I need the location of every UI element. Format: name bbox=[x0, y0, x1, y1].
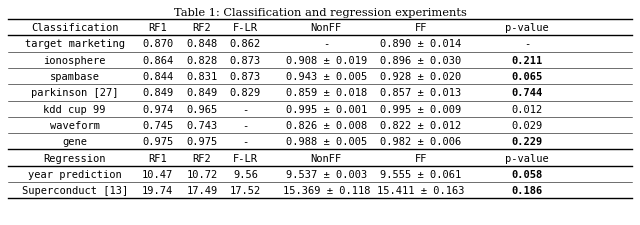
Text: 17.52: 17.52 bbox=[230, 185, 261, 195]
Text: 0.829: 0.829 bbox=[230, 88, 261, 98]
Text: p-value: p-value bbox=[505, 23, 549, 33]
Text: 0.873: 0.873 bbox=[230, 56, 261, 65]
Text: 0.211: 0.211 bbox=[511, 56, 543, 65]
Text: 0.974: 0.974 bbox=[142, 104, 173, 114]
Text: FF: FF bbox=[415, 23, 427, 33]
Text: 10.47: 10.47 bbox=[142, 169, 173, 179]
Text: ionosphere: ionosphere bbox=[44, 56, 106, 65]
Text: 0.857 ± 0.013: 0.857 ± 0.013 bbox=[380, 88, 461, 98]
Text: RF1: RF1 bbox=[148, 23, 167, 33]
Text: 0.870: 0.870 bbox=[142, 39, 173, 49]
Text: 0.995 ± 0.009: 0.995 ± 0.009 bbox=[380, 104, 461, 114]
Text: FF: FF bbox=[415, 153, 427, 163]
Text: NonFF: NonFF bbox=[311, 23, 342, 33]
Text: 0.988 ± 0.005: 0.988 ± 0.005 bbox=[285, 137, 367, 147]
Text: 0.862: 0.862 bbox=[230, 39, 261, 49]
Text: 0.229: 0.229 bbox=[511, 137, 543, 147]
Text: 0.186: 0.186 bbox=[511, 185, 543, 195]
Text: kdd cup 99: kdd cup 99 bbox=[44, 104, 106, 114]
Text: 0.849: 0.849 bbox=[142, 88, 173, 98]
Text: 0.928 ± 0.020: 0.928 ± 0.020 bbox=[380, 72, 461, 82]
Text: 0.896 ± 0.030: 0.896 ± 0.030 bbox=[380, 56, 461, 65]
Text: 0.065: 0.065 bbox=[511, 72, 543, 82]
Text: F-LR: F-LR bbox=[233, 23, 258, 33]
Text: 17.49: 17.49 bbox=[186, 185, 218, 195]
Text: 0.873: 0.873 bbox=[230, 72, 261, 82]
Text: 15.369 ± 0.118: 15.369 ± 0.118 bbox=[283, 185, 370, 195]
Text: 0.745: 0.745 bbox=[142, 120, 173, 130]
Text: 9.555 ± 0.061: 9.555 ± 0.061 bbox=[380, 169, 461, 179]
Text: -: - bbox=[243, 137, 248, 147]
Text: p-value: p-value bbox=[505, 153, 549, 163]
Text: 0.029: 0.029 bbox=[511, 120, 543, 130]
Text: F-LR: F-LR bbox=[233, 153, 258, 163]
Text: 0.058: 0.058 bbox=[511, 169, 543, 179]
Text: Classification: Classification bbox=[31, 23, 118, 33]
Text: 0.828: 0.828 bbox=[186, 56, 218, 65]
Text: 0.995 ± 0.001: 0.995 ± 0.001 bbox=[285, 104, 367, 114]
Text: NonFF: NonFF bbox=[311, 153, 342, 163]
Text: 15.411 ± 0.163: 15.411 ± 0.163 bbox=[377, 185, 465, 195]
Text: year prediction: year prediction bbox=[28, 169, 122, 179]
Text: parkinson [27]: parkinson [27] bbox=[31, 88, 118, 98]
Text: target marketing: target marketing bbox=[25, 39, 125, 49]
Text: 0.848: 0.848 bbox=[186, 39, 218, 49]
Text: 0.826 ± 0.008: 0.826 ± 0.008 bbox=[285, 120, 367, 130]
Text: -: - bbox=[243, 120, 248, 130]
Text: Regression: Regression bbox=[44, 153, 106, 163]
Text: RF2: RF2 bbox=[193, 153, 211, 163]
Text: 0.890 ± 0.014: 0.890 ± 0.014 bbox=[380, 39, 461, 49]
Text: 0.982 ± 0.006: 0.982 ± 0.006 bbox=[380, 137, 461, 147]
Text: waveform: waveform bbox=[50, 120, 100, 130]
Text: spambase: spambase bbox=[50, 72, 100, 82]
Text: 0.943 ± 0.005: 0.943 ± 0.005 bbox=[285, 72, 367, 82]
Text: 0.859 ± 0.018: 0.859 ± 0.018 bbox=[285, 88, 367, 98]
Text: 19.74: 19.74 bbox=[142, 185, 173, 195]
Text: -: - bbox=[323, 39, 330, 49]
Text: -: - bbox=[243, 104, 248, 114]
Text: 0.965: 0.965 bbox=[186, 104, 218, 114]
Text: 0.844: 0.844 bbox=[142, 72, 173, 82]
Text: 0.822 ± 0.012: 0.822 ± 0.012 bbox=[380, 120, 461, 130]
Text: 9.537 ± 0.003: 9.537 ± 0.003 bbox=[285, 169, 367, 179]
Text: -: - bbox=[524, 39, 530, 49]
Text: RF2: RF2 bbox=[193, 23, 211, 33]
Text: 0.744: 0.744 bbox=[511, 88, 543, 98]
Text: 0.849: 0.849 bbox=[186, 88, 218, 98]
Text: 0.743: 0.743 bbox=[186, 120, 218, 130]
Text: 0.975: 0.975 bbox=[142, 137, 173, 147]
Text: RF1: RF1 bbox=[148, 153, 167, 163]
Text: 0.831: 0.831 bbox=[186, 72, 218, 82]
Text: Table 1: Classification and regression experiments: Table 1: Classification and regression e… bbox=[173, 8, 467, 18]
Text: 0.975: 0.975 bbox=[186, 137, 218, 147]
Text: 10.72: 10.72 bbox=[186, 169, 218, 179]
Text: Superconduct [13]: Superconduct [13] bbox=[22, 185, 128, 195]
Text: 0.908 ± 0.019: 0.908 ± 0.019 bbox=[285, 56, 367, 65]
Text: 0.012: 0.012 bbox=[511, 104, 543, 114]
Text: 0.864: 0.864 bbox=[142, 56, 173, 65]
Text: gene: gene bbox=[62, 137, 87, 147]
Text: 9.56: 9.56 bbox=[233, 169, 258, 179]
